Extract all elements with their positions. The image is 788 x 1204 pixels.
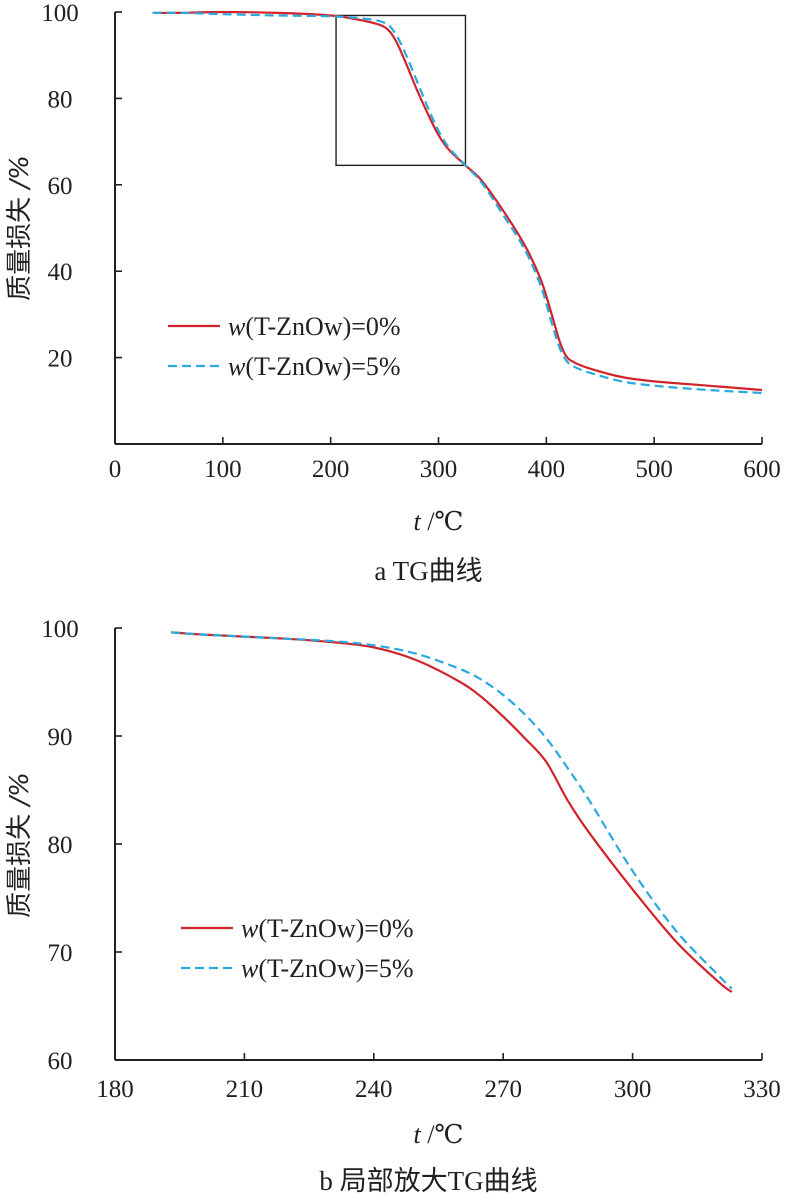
y-tick-label: 100 (41, 0, 79, 27)
chart-b: 180 210 240 270 300 33060708090100w(T-ZnOw)=0… (5, 616, 781, 1196)
y-tick-label: 60 (48, 1048, 73, 1075)
x-axis-title: t /℃ (413, 1120, 463, 1149)
y-tick-label: 40 (48, 259, 73, 286)
x-axis-title: t /℃ (413, 507, 463, 536)
x-tick-label: 200 (312, 456, 350, 483)
y-tick-label: 100 (41, 616, 79, 643)
chart-caption: b 局部放大TG曲线 (319, 1166, 537, 1196)
x-tick-label: 300 (420, 456, 458, 483)
y-tick-label: 80 (48, 86, 73, 113)
x-tick-label: 100 (204, 456, 242, 483)
legend-text: (T-ZnOw)=0% (245, 312, 400, 341)
x-tick-label: 500 (635, 456, 673, 483)
y-tick-label: 70 (48, 940, 73, 967)
y-tick-label: 20 (48, 346, 73, 373)
y-axis-title: 质量损失 /% (5, 155, 35, 301)
chart-a: 0 100 200 300 400 500 60020406080100w(T-ZnOw)=… (5, 0, 781, 586)
y-tick-label: 60 (48, 173, 73, 200)
x-tick-label: 0 (109, 456, 122, 483)
x-tick-label: 210 (226, 1076, 264, 1103)
x-tick-label: 600 (743, 456, 781, 483)
legend-text: (T-ZnOw)=0% (258, 914, 413, 943)
y-axis-main: 质量损失 (5, 189, 35, 301)
legend-text: (T-ZnOw)=5% (245, 352, 400, 381)
legend-label: w(T-ZnOw)=5% (228, 352, 401, 381)
legend-var: w (228, 312, 246, 341)
legend-label: w(T-ZnOw)=0% (241, 914, 414, 943)
series-line-zno-5 (171, 631, 733, 990)
y-tick-label: 80 (48, 832, 73, 859)
legend-label: w(T-ZnOw)=0% (228, 312, 401, 341)
x-tick-label: 180 (96, 1076, 134, 1103)
legend-var: w (241, 954, 259, 983)
x-tick-label: 300 (614, 1076, 652, 1103)
legend-var: w (241, 914, 259, 943)
y-axis-title: 质量损失 /% (5, 772, 35, 918)
series-line-zno-5 (152, 11, 763, 395)
y-axis-main: 质量损失 (5, 806, 35, 918)
legend-text: (T-ZnOw)=5% (258, 954, 413, 983)
y-axis-unit: /% (5, 772, 35, 807)
y-axis-unit: /% (5, 155, 35, 190)
zoom-box (335, 14, 467, 167)
x-axis-var: t (413, 1120, 421, 1149)
x-tick-label: 330 (743, 1076, 781, 1103)
x-axis-unit: /℃ (421, 507, 464, 536)
x-tick-label: 400 (528, 456, 566, 483)
x-tick-label: 240 (355, 1076, 393, 1103)
x-axis-var: t (413, 507, 421, 536)
legend-var: w (228, 352, 246, 381)
x-tick-label: 270 (484, 1076, 522, 1103)
y-tick-label: 90 (48, 724, 73, 751)
legend-label: w(T-ZnOw)=5% (241, 954, 414, 983)
chart-caption: a TG曲线 (374, 556, 482, 586)
x-axis-unit: /℃ (421, 1120, 464, 1149)
